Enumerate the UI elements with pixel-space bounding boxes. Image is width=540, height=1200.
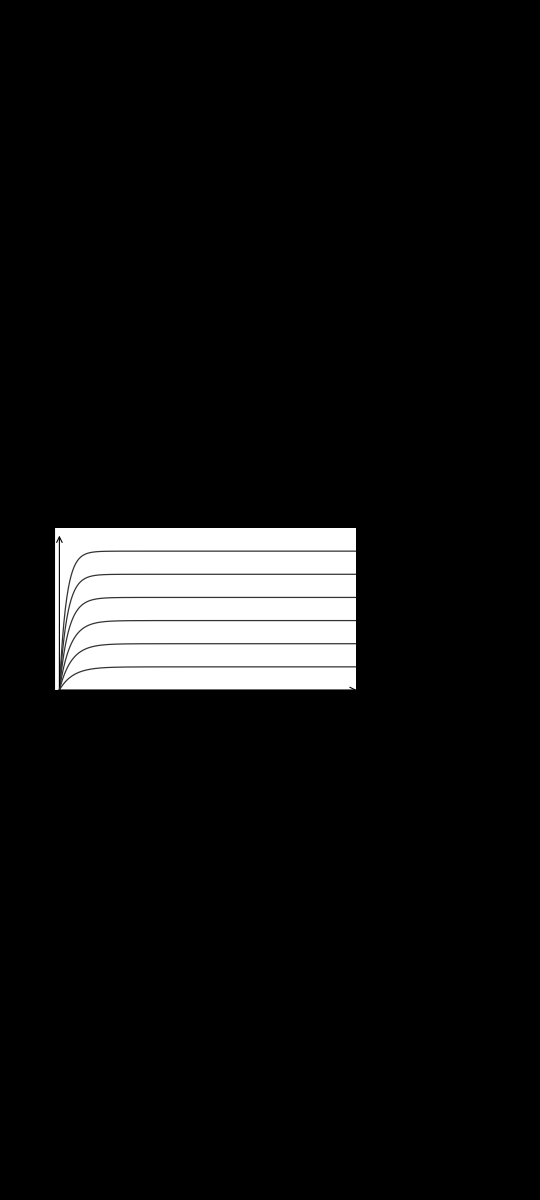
Text: O: O <box>46 700 53 708</box>
Text: $R_L$: $R_L$ <box>470 558 482 571</box>
Text: resistively loaded amplifier uses this MOSFET. The resistive load RL = 1,000 ohm: resistively loaded amplifier uses this M… <box>43 440 512 450</box>
Text: G: G <box>419 601 424 611</box>
Text: $V_{DD}$ =3 volts: $V_{DD}$ =3 volts <box>420 524 482 538</box>
Text: power supply (VDD) = 3 volts.: power supply (VDD) = 3 volts. <box>43 462 192 472</box>
Text: III  An n-channel MOSFET ID versus VDS set of characteristics is shown below. A : III An n-channel MOSFET ID versus VDS se… <box>43 418 515 428</box>
Text: S: S <box>484 614 489 623</box>
Text: $V_{DS}$: $V_{DS}$ <box>365 703 383 716</box>
Text: (a) Draw the load line over the l-V characteristics shown immediately below..: (a) Draw the load line over the l-V char… <box>43 484 469 494</box>
Text: (b) What is the slope of the resistive load line?: (b) What is the slope of the resistive l… <box>43 506 302 516</box>
Text: D: D <box>484 589 490 598</box>
Text: $I_D$: $I_D$ <box>27 536 38 550</box>
